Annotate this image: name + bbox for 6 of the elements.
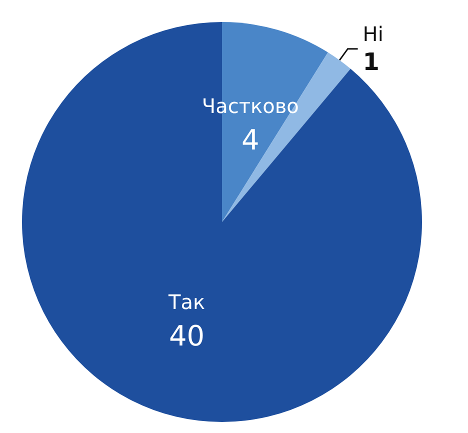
data-label: 40 — [168, 319, 205, 352]
slice-label: Так — [167, 290, 206, 314]
slice-label: Частково — [202, 94, 299, 118]
data-label: 1 — [362, 48, 380, 76]
slice-label: Ні — [362, 22, 384, 46]
data-label: 4 — [241, 123, 260, 156]
